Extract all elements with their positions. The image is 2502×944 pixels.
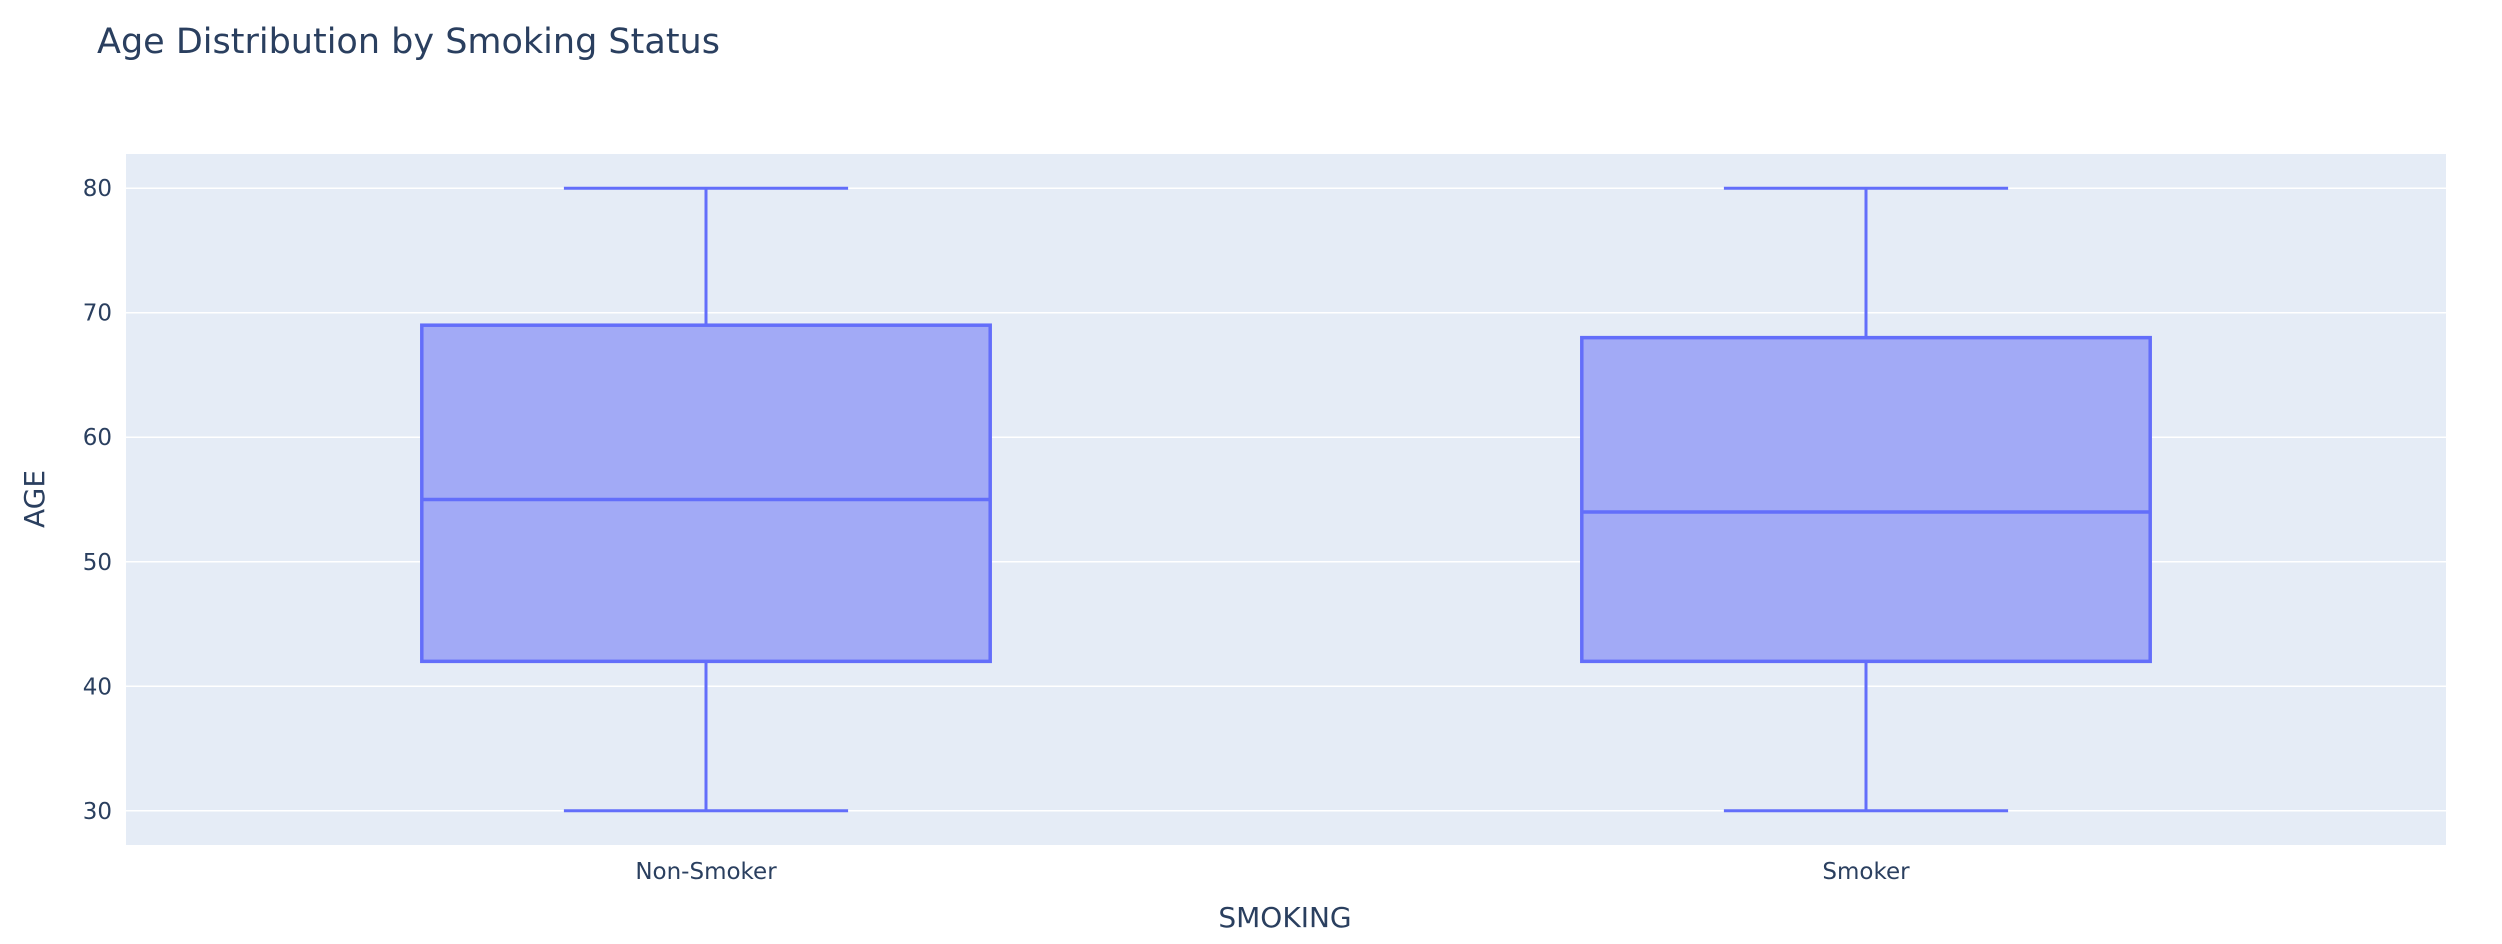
y-axis: 30 40 50 60 70 80 bbox=[83, 176, 112, 825]
y-axis-title: AGE bbox=[18, 470, 51, 528]
y-tick-label: 50 bbox=[83, 550, 112, 576]
x-axis: Non-Smoker Smoker bbox=[635, 859, 1910, 885]
box-series bbox=[420, 186, 2152, 813]
y-tick-label: 40 bbox=[83, 674, 112, 700]
y-tick-label: 60 bbox=[83, 425, 112, 451]
x-tick-label-non-smoker: Non-Smoker bbox=[635, 859, 777, 885]
y-tick-label: 80 bbox=[83, 176, 112, 202]
box-non-smoker bbox=[420, 186, 992, 813]
iqr-box bbox=[1580, 335, 2152, 664]
iqr-box bbox=[420, 323, 992, 664]
box-smoker bbox=[1580, 186, 2152, 813]
x-axis-title: SMOKING bbox=[1218, 901, 1351, 934]
y-tick-label: 30 bbox=[83, 799, 112, 825]
x-tick-label-smoker: Smoker bbox=[1822, 859, 1910, 885]
chart-title: Age Distribution by Smoking Status bbox=[97, 22, 720, 62]
y-tick-label: 70 bbox=[83, 301, 112, 327]
